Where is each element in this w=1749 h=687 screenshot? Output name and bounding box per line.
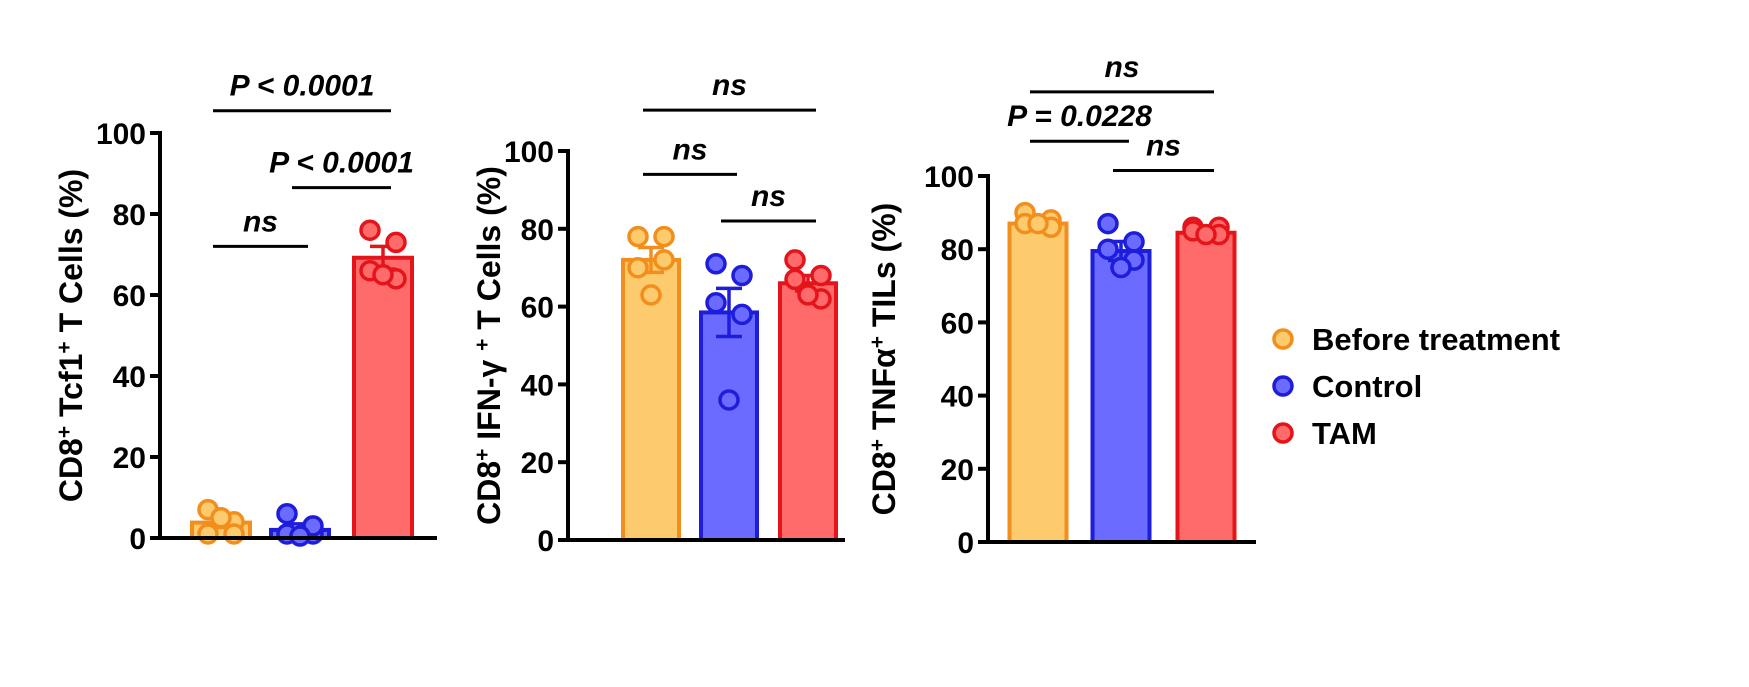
data-point: [627, 225, 649, 248]
legend-label: TAM: [1312, 416, 1377, 451]
data-point: [223, 523, 245, 545]
data-point: [197, 523, 219, 545]
data-point: [731, 303, 753, 326]
y-tick-label: 0: [957, 527, 974, 560]
y-axis-label: CD8+ Tcf1+ T Cells (%): [53, 169, 90, 502]
data-point: [718, 389, 740, 411]
bar-3: [352, 255, 414, 540]
data-point: [653, 249, 675, 271]
significance-label: ns: [1104, 51, 1139, 84]
y-tick-label: 80: [113, 199, 146, 232]
y-tick-label: 100: [504, 136, 554, 169]
significance-label: ns: [1146, 130, 1181, 163]
significance-label: P < 0.0001: [230, 70, 375, 103]
y-tick-label: 80: [941, 234, 974, 267]
legend-item-3: TAM: [1272, 416, 1377, 451]
chart-panel-3: 0 20 40 60 80 100 CD8+ TNFα+ TILs (%) P = 0.022…: [866, 51, 1256, 560]
bar-2: [699, 310, 759, 542]
data-point: [705, 253, 727, 275]
y-tick-label: 60: [941, 307, 974, 340]
comparison-3: P < 0.0001: [213, 70, 391, 113]
legend-item-2: Control: [1272, 369, 1422, 404]
data-point: [731, 264, 753, 287]
y-tick-label: 20: [521, 447, 554, 480]
legend-marker: [1272, 422, 1294, 444]
data-point: [784, 268, 806, 291]
significance-label: P < 0.0001: [269, 147, 414, 180]
significance-label: ns: [712, 69, 747, 102]
y-axis-label: CD8+ TNFα+ TILs (%): [866, 203, 903, 516]
bar-1: [1007, 221, 1069, 545]
y-tick-label: 0: [537, 525, 554, 558]
significance-label: ns: [243, 205, 278, 238]
y-axis-label: CD8+ IFN-γ + T Cells (%): [471, 166, 508, 525]
legend-label: Control: [1312, 369, 1422, 404]
data-point: [640, 284, 662, 306]
significance-label: P = 0.0228: [1007, 100, 1152, 133]
data-point: [810, 264, 832, 287]
data-point: [653, 225, 675, 248]
data-point: [1027, 212, 1049, 235]
legend-marker: [1272, 328, 1294, 350]
legend-marker: [1272, 375, 1294, 397]
data-point: [784, 249, 806, 271]
legend-label: Before treatment: [1312, 322, 1560, 357]
data-point: [210, 507, 232, 529]
y-tick-label: 40: [113, 361, 146, 394]
y-tick-label: 60: [113, 280, 146, 313]
significance-label: ns: [751, 180, 786, 213]
data-point: [1110, 256, 1132, 279]
data-point: [797, 284, 819, 306]
comparison-3: ns: [1030, 51, 1214, 94]
y-tick-label: 20: [113, 442, 146, 475]
legend: Before treatment Control TAM: [1272, 322, 1560, 451]
significance-label: ns: [672, 133, 707, 166]
y-tick-label: 40: [521, 369, 554, 402]
comparison-2: ns: [1113, 130, 1214, 173]
comparison-1: P = 0.0228: [1007, 100, 1152, 143]
data-point: [1097, 238, 1119, 260]
bar-3: [1175, 230, 1237, 544]
data-point: [705, 291, 727, 314]
data-point: [385, 231, 407, 254]
comparison-2: ns: [721, 180, 816, 223]
data-point: [276, 502, 298, 525]
data-point: [1195, 223, 1217, 246]
y-tick-label: 100: [96, 118, 146, 151]
bar-3: [778, 281, 838, 542]
comparison-3: ns: [643, 69, 816, 112]
y-tick-label: 40: [941, 381, 974, 414]
y-tick-label: 80: [521, 214, 554, 247]
data-point: [627, 256, 649, 279]
y-tick-label: 0: [129, 523, 146, 556]
data-point: [1123, 231, 1145, 253]
legend-item-1: Before treatment: [1272, 322, 1560, 357]
data-point: [1097, 212, 1119, 235]
y-tick-label: 100: [924, 161, 974, 194]
error-bar-2: [716, 286, 742, 339]
comparison-1: ns: [643, 133, 737, 176]
y-tick-label: 20: [941, 454, 974, 487]
comparison-2: P < 0.0001: [269, 147, 414, 190]
y-tick-label: 60: [521, 292, 554, 325]
data-point: [289, 525, 311, 547]
bar-2: [1090, 249, 1152, 544]
data-point: [359, 219, 381, 241]
data-point: [372, 264, 394, 286]
comparison-1: ns: [213, 205, 308, 248]
